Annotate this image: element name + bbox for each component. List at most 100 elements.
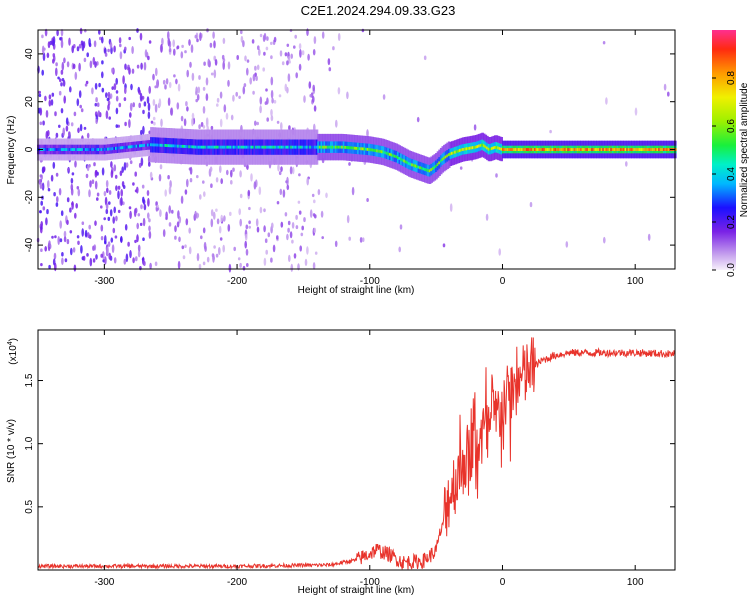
ridge-core xyxy=(479,144,483,147)
noise-speckle xyxy=(66,219,69,225)
noise-speckle xyxy=(206,256,210,263)
noise-speckle xyxy=(119,51,123,60)
noise-speckle xyxy=(140,157,144,167)
noise-speckle xyxy=(184,244,187,248)
snr-y-scale-exp: 4 xyxy=(7,341,14,345)
ridge-core xyxy=(624,148,628,151)
noise-speckle xyxy=(162,79,166,85)
ridge-core xyxy=(616,148,620,151)
ridge-core xyxy=(232,145,236,149)
noise-speckle xyxy=(40,200,43,206)
noise-speckle xyxy=(91,87,94,95)
noise-speckle xyxy=(94,180,98,190)
ridge-core xyxy=(207,145,210,149)
ridge-core xyxy=(661,148,664,151)
ridge-core xyxy=(619,148,623,151)
noise-speckle xyxy=(175,78,178,85)
noise-speckle xyxy=(71,201,74,210)
noise-speckle xyxy=(108,252,111,260)
noise-speckle xyxy=(149,171,153,179)
y-tick-label: 0 xyxy=(24,146,35,152)
noise-speckle xyxy=(273,99,277,104)
noise-speckle xyxy=(125,253,129,263)
ridge-core xyxy=(244,145,247,149)
noise-speckle xyxy=(83,126,87,130)
noise-speckle xyxy=(115,95,119,102)
noise-speckle xyxy=(128,36,131,41)
noise-speckle xyxy=(248,220,251,225)
noise-speckle xyxy=(202,180,205,184)
noise-speckle xyxy=(141,184,145,189)
noise-speckle xyxy=(287,73,291,82)
ridge-core xyxy=(318,145,322,149)
ridge-core xyxy=(223,145,226,149)
noise-speckle xyxy=(263,225,266,233)
noise-speckle xyxy=(62,127,65,137)
noise-speckle xyxy=(286,43,290,47)
noise-speckle xyxy=(313,227,317,233)
ridge-core xyxy=(392,154,395,157)
noise-speckle xyxy=(59,37,62,41)
ridge-core xyxy=(217,145,220,149)
noise-speckle xyxy=(147,102,151,112)
ridge-core xyxy=(527,148,531,151)
noise-speckle xyxy=(168,222,172,227)
noise-speckle xyxy=(70,177,74,184)
noise-speckle xyxy=(81,221,85,225)
ridge-core xyxy=(153,143,156,147)
ridge-core xyxy=(553,148,556,151)
noise-speckle xyxy=(227,61,231,70)
ridge-core xyxy=(239,145,242,149)
ridge-core xyxy=(212,145,215,149)
ridge-core xyxy=(513,148,516,151)
ridge-core xyxy=(193,145,196,149)
ridge-core xyxy=(403,159,406,163)
ridge-core xyxy=(247,145,250,149)
noise-speckle xyxy=(602,41,606,45)
noise-speckle xyxy=(92,258,96,263)
ridge-core xyxy=(275,145,279,149)
noise-speckle xyxy=(236,55,239,60)
spectrogram-x-label: Height of straight line (km) xyxy=(298,285,415,296)
noise-speckle xyxy=(148,230,152,239)
noise-speckle xyxy=(259,206,263,214)
ridge-core xyxy=(46,148,50,151)
noise-speckle xyxy=(110,237,114,243)
noise-speckle xyxy=(100,224,104,232)
noise-speckle xyxy=(667,91,670,97)
ridge-core xyxy=(503,148,507,151)
noise-speckle xyxy=(40,263,43,267)
noise-speckle xyxy=(271,222,274,229)
noise-speckle xyxy=(180,51,184,59)
noise-speckle xyxy=(284,52,288,57)
noise-speckle xyxy=(72,247,76,253)
ridge-core xyxy=(92,148,96,151)
noise-speckle xyxy=(265,249,269,255)
snr-y-scale-close: ) xyxy=(8,338,19,341)
noise-speckle xyxy=(38,90,41,94)
noise-speckle xyxy=(63,230,67,238)
snr-x-tick-label: -300 xyxy=(94,577,114,588)
ridge-core xyxy=(159,143,163,147)
ridge-core xyxy=(438,161,441,165)
noise-speckle xyxy=(148,162,151,167)
ridge-core xyxy=(416,165,419,168)
noise-speckle xyxy=(213,245,216,249)
noise-speckle xyxy=(115,215,118,222)
noise-speckle xyxy=(258,186,262,195)
noise-speckle xyxy=(164,84,167,90)
ridge-core xyxy=(431,167,435,170)
noise-speckle xyxy=(101,36,104,44)
ridge-core xyxy=(632,148,636,151)
ridge-core xyxy=(161,143,164,147)
noise-speckle xyxy=(263,257,267,266)
noise-speckle xyxy=(286,184,290,191)
snr-x-tick-label: 0 xyxy=(500,577,506,588)
snr-background xyxy=(38,330,675,570)
noise-speckle xyxy=(51,92,55,97)
noise-speckle xyxy=(196,94,200,101)
noise-speckle xyxy=(298,210,302,215)
y-tick-label: -40 xyxy=(24,237,35,252)
noise-speckle xyxy=(78,43,82,49)
ridge-core xyxy=(422,167,425,171)
